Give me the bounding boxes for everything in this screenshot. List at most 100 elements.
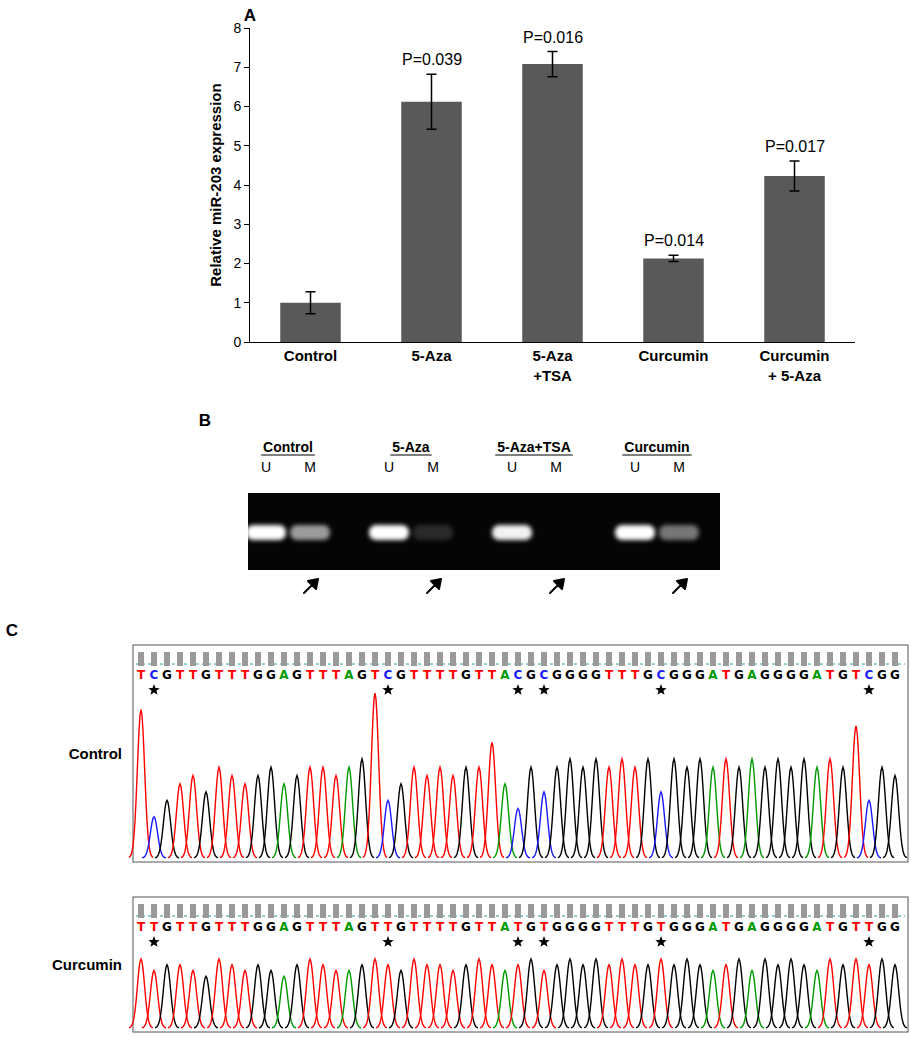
svg-text:2: 2 xyxy=(233,255,241,271)
svg-text:Control: Control xyxy=(263,439,313,455)
svg-text:G: G xyxy=(253,920,263,934)
svg-text:G: G xyxy=(799,668,809,682)
svg-text:G: G xyxy=(357,668,367,682)
svg-text:G: G xyxy=(682,668,692,682)
svg-text:U: U xyxy=(507,459,517,475)
svg-text:A: A xyxy=(500,668,510,682)
svg-text:G: G xyxy=(643,920,653,934)
svg-text:5-Aza+TSA: 5-Aza+TSA xyxy=(532,347,573,384)
svg-text:T: T xyxy=(306,920,315,934)
svg-text:G: G xyxy=(890,668,900,682)
svg-text:G: G xyxy=(201,668,211,682)
svg-text:A: A xyxy=(747,668,757,682)
svg-text:A: A xyxy=(279,668,289,682)
svg-text:T: T xyxy=(514,920,523,934)
svg-text:A: A xyxy=(708,920,718,934)
svg-text:T: T xyxy=(449,668,458,682)
svg-text:T: T xyxy=(241,668,250,682)
svg-text:T: T xyxy=(722,668,731,682)
svg-text:T: T xyxy=(241,920,250,934)
svg-text:G: G xyxy=(734,668,744,682)
svg-text:T: T xyxy=(657,920,666,934)
svg-text:G: G xyxy=(461,668,471,682)
svg-text:G: G xyxy=(773,668,783,682)
svg-text:T: T xyxy=(410,668,419,682)
svg-text:4: 4 xyxy=(233,177,241,193)
svg-text:G: G xyxy=(695,668,705,682)
svg-text:T: T xyxy=(605,668,614,682)
svg-text:G: G xyxy=(266,920,276,934)
svg-text:G: G xyxy=(162,920,172,934)
svg-text:P=0.016: P=0.016 xyxy=(523,29,583,46)
svg-text:G: G xyxy=(266,668,276,682)
svg-text:G: G xyxy=(565,668,575,682)
svg-text:U: U xyxy=(630,459,640,475)
svg-text:A: A xyxy=(244,6,256,25)
svg-text:P=0.017: P=0.017 xyxy=(765,138,825,155)
svg-text:6: 6 xyxy=(233,98,241,114)
svg-text:T: T xyxy=(540,920,549,934)
svg-text:T: T xyxy=(137,920,146,934)
svg-text:A: A xyxy=(500,920,510,934)
svg-text:G: G xyxy=(760,920,770,934)
svg-text:G: G xyxy=(396,668,406,682)
svg-text:T: T xyxy=(852,920,861,934)
svg-text:T: T xyxy=(605,920,614,934)
svg-text:7: 7 xyxy=(233,59,241,75)
svg-text:G: G xyxy=(760,668,770,682)
svg-text:T: T xyxy=(332,668,341,682)
svg-text:T: T xyxy=(852,668,861,682)
svg-text:T: T xyxy=(423,920,432,934)
svg-text:G: G xyxy=(838,920,848,934)
svg-text:1: 1 xyxy=(233,295,241,311)
svg-text:G: G xyxy=(734,920,744,934)
svg-text:G: G xyxy=(669,920,679,934)
svg-text:G: G xyxy=(565,920,575,934)
svg-text:A: A xyxy=(812,668,822,682)
svg-text:C: C xyxy=(514,668,523,682)
svg-text:C: C xyxy=(150,668,159,682)
svg-text:G: G xyxy=(773,920,783,934)
svg-text:G: G xyxy=(292,668,302,682)
svg-text:T: T xyxy=(176,920,185,934)
svg-text:C: C xyxy=(657,668,666,682)
svg-text:G: G xyxy=(682,920,692,934)
svg-text:5: 5 xyxy=(233,138,241,154)
svg-text:M: M xyxy=(550,459,562,475)
svg-text:Curcumin: Curcumin xyxy=(624,439,689,455)
svg-text:T: T xyxy=(189,668,198,682)
svg-text:M: M xyxy=(673,459,685,475)
svg-text:P=0.039: P=0.039 xyxy=(402,51,462,68)
svg-text:G: G xyxy=(253,668,263,682)
svg-text:T: T xyxy=(449,920,458,934)
svg-text:G: G xyxy=(838,668,848,682)
svg-text:T: T xyxy=(722,920,731,934)
svg-text:Relative miR-203 expression: Relative miR-203 expression xyxy=(207,83,224,286)
svg-text:G: G xyxy=(292,920,302,934)
svg-text:C: C xyxy=(6,621,18,640)
svg-text:T: T xyxy=(189,920,198,934)
svg-text:8: 8 xyxy=(233,20,241,36)
svg-text:G: G xyxy=(669,668,679,682)
svg-text:C: C xyxy=(540,668,549,682)
svg-text:A: A xyxy=(344,668,354,682)
svg-text:U: U xyxy=(261,459,271,475)
svg-text:G: G xyxy=(591,920,601,934)
svg-text:T: T xyxy=(384,920,393,934)
svg-text:G: G xyxy=(799,920,809,934)
svg-text:B: B xyxy=(199,411,211,430)
svg-text:P=0.014: P=0.014 xyxy=(644,232,704,249)
svg-text:G: G xyxy=(890,920,900,934)
svg-text:G: G xyxy=(578,920,588,934)
svg-text:T: T xyxy=(618,920,627,934)
svg-text:T: T xyxy=(631,920,640,934)
svg-text:A: A xyxy=(279,920,289,934)
svg-text:3: 3 xyxy=(233,216,241,232)
svg-text:G: G xyxy=(357,920,367,934)
svg-text:T: T xyxy=(618,668,627,682)
svg-text:G: G xyxy=(461,920,471,934)
svg-text:G: G xyxy=(786,920,796,934)
svg-text:M: M xyxy=(304,459,316,475)
svg-text:T: T xyxy=(332,920,341,934)
svg-text:5-Aza: 5-Aza xyxy=(411,347,452,364)
